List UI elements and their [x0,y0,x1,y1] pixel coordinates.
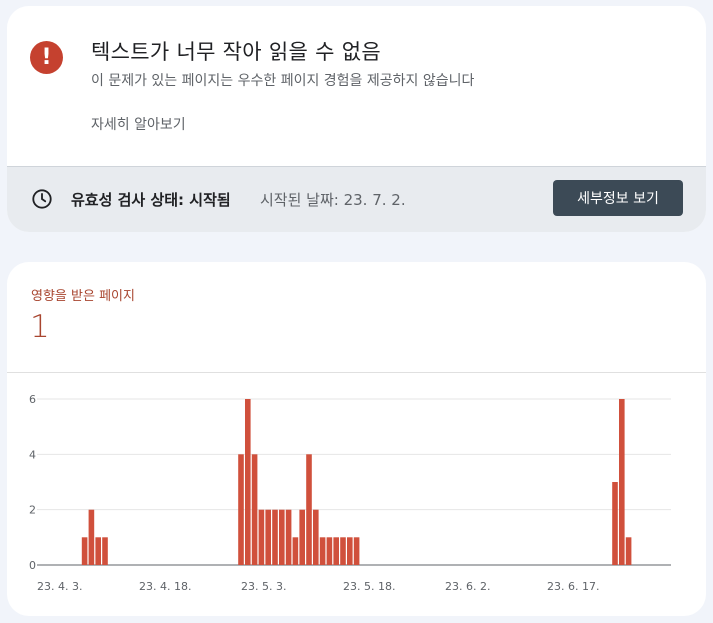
chart-bar[interactable] [333,537,339,565]
chart-bar[interactable] [238,454,244,565]
x-tick-label: 23. 6. 2. [445,580,490,593]
chart-bar[interactable] [292,537,299,565]
x-tick-label: 23. 5. 18. [343,580,395,593]
chart-bar[interactable] [102,537,108,565]
chart-bar[interactable] [353,537,360,565]
chart-bar[interactable] [258,509,265,565]
issue-card: ! 텍스트가 너무 작아 읽을 수 없음 이 문제가 있는 페이지는 우수한 페… [7,6,706,232]
chart-bar[interactable] [313,509,319,565]
issue-subtitle: 이 문제가 있는 페이지는 우수한 페이지 경험을 제공하지 않습니다 [91,73,475,89]
x-tick-label: 23. 5. 3. [241,580,286,593]
chart-bar[interactable] [279,509,285,565]
chart-bar[interactable] [245,399,251,565]
chart-bar[interactable] [265,509,271,565]
affected-pages-chart: 0 2 4 6 23. 4. 3. 23. 4. 18. 23. 5. 3. 23. 5. 1… [29,393,671,593]
clock-icon [32,189,52,209]
affected-pages-card: 영향을 받은 페이지 1 0 2 4 6 23. 4. 3. 23. 4. 18. 23. … [7,262,706,616]
affected-pages-count: 1 [30,309,50,345]
chart-bar[interactable] [612,482,618,565]
chart-bar[interactable] [347,537,353,565]
chart-bar[interactable] [272,509,278,565]
learn-more-link[interactable]: 자세히 알아보기 [91,117,186,133]
chart-bar[interactable] [299,509,305,565]
validation-start-date: 시작된 날짜: 23. 7. 2. [260,191,406,209]
chart-bar[interactable] [619,399,625,565]
x-tick-label: 23. 6. 17. [547,580,599,593]
validation-bar: 유효성 검사 상태: 시작됨 시작된 날짜: 23. 7. 2. 세부정보 보기 [7,166,706,232]
error-icon: ! [30,41,63,74]
chart-bar[interactable] [306,454,312,565]
x-tick-label: 23. 4. 3. [37,580,82,593]
chart-bar[interactable] [251,454,258,565]
y-tick-label: 6 [29,393,36,406]
chart-bar[interactable] [340,537,346,565]
issue-title: 텍스트가 너무 작아 읽을 수 없음 [91,40,381,64]
chart-bar[interactable] [95,537,101,565]
chart-bar[interactable] [81,537,88,565]
affected-pages-label: 영향을 받은 페이지 [31,289,135,304]
chart-bar[interactable] [326,537,333,565]
chart-bar[interactable] [319,537,326,565]
chart-divider [7,372,706,373]
chart-bar[interactable] [625,537,632,565]
see-details-button[interactable]: 세부정보 보기 [553,180,683,216]
chart-bar[interactable] [285,509,292,565]
y-tick-label: 2 [29,504,36,517]
y-tick-label: 4 [29,448,36,461]
x-tick-label: 23. 4. 18. [139,580,191,593]
validation-status: 유효성 검사 상태: 시작됨 [71,191,231,209]
y-tick-label: 0 [29,559,36,572]
chart-bar[interactable] [88,509,95,565]
